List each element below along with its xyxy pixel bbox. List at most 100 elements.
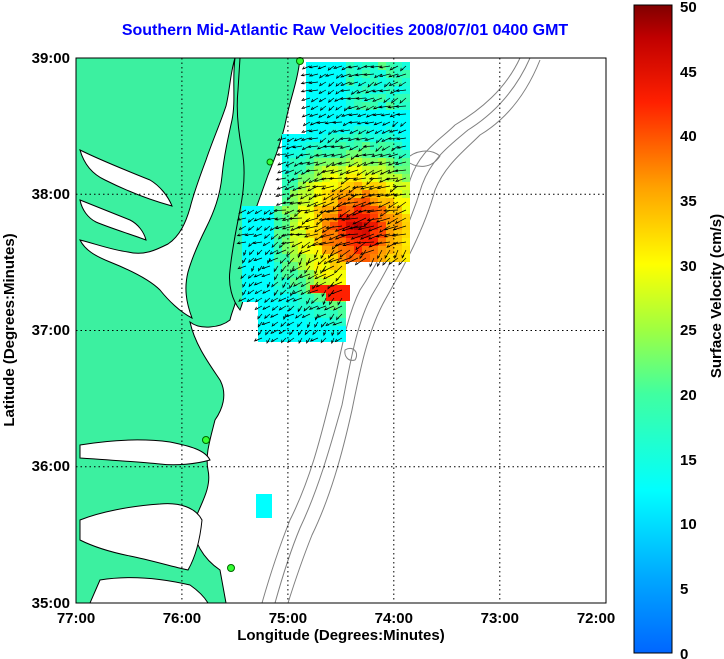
velocity-arrow xyxy=(323,305,335,311)
velocity-arrow xyxy=(366,217,383,222)
velocity-arrow xyxy=(307,273,319,280)
velocity-arrow xyxy=(275,201,287,206)
velocity-arrow xyxy=(347,105,359,110)
velocity-arrow xyxy=(330,337,335,345)
velocity-arrow xyxy=(337,193,351,200)
colorbar-tick-label: 5 xyxy=(680,581,688,598)
velocity-arrow xyxy=(366,209,383,213)
velocity-arrow xyxy=(308,81,319,85)
velocity-arrow xyxy=(269,249,279,255)
velocity-arrow xyxy=(270,297,279,303)
velocity-arrow xyxy=(365,113,375,118)
velocity-arrow xyxy=(384,249,391,259)
velocity-arrow xyxy=(305,169,319,173)
velocity-arrow xyxy=(342,201,359,205)
velocity-arrow xyxy=(343,105,351,112)
velocity-arrow xyxy=(281,273,287,281)
velocity-arrow xyxy=(271,281,279,288)
velocity-arrow xyxy=(242,289,247,296)
velocity-arrow xyxy=(300,89,311,93)
velocity-arrow xyxy=(329,313,335,321)
velocity-arrow xyxy=(295,233,311,237)
velocity-arrow xyxy=(317,65,327,70)
velocity-arrow xyxy=(394,217,407,225)
velocity-arrow xyxy=(395,104,407,108)
velocity-arrow xyxy=(333,65,343,69)
velocity-arrow xyxy=(397,129,407,134)
velocity-arrow xyxy=(378,105,391,109)
velocity-arrow xyxy=(290,289,295,297)
velocity-arrow xyxy=(395,177,407,182)
velocity-arrow xyxy=(277,137,287,141)
hf-radar-stations xyxy=(202,57,304,572)
velocity-arrow xyxy=(300,73,311,77)
velocity-arrow xyxy=(306,161,319,165)
velocity-arrow xyxy=(307,257,319,264)
velocity-arrow xyxy=(266,337,271,344)
y-tick-label: 37:00 xyxy=(32,322,70,339)
velocity-arrow xyxy=(325,217,343,221)
velocity-arrow xyxy=(291,241,303,248)
velocity-arrow xyxy=(394,209,407,216)
velocity-arrow xyxy=(308,305,319,310)
velocity-arrow xyxy=(248,241,255,248)
velocity-arrow xyxy=(382,121,391,126)
velocity-arrow xyxy=(307,289,319,294)
velocity-arrow xyxy=(398,81,407,87)
chesapeake-bay xyxy=(79,58,236,320)
colorbar-tick-label: 50 xyxy=(680,0,697,16)
velocity-arrow xyxy=(314,321,319,328)
velocity-arrow xyxy=(293,281,303,287)
velocity-arrow xyxy=(277,169,287,174)
velocity-vectors xyxy=(236,64,407,345)
velocity-arrow xyxy=(318,89,327,95)
velocity-arrow xyxy=(379,169,391,175)
velocity-arrow xyxy=(274,273,279,281)
velocity-arrow xyxy=(340,129,351,133)
velocity-cell xyxy=(326,293,334,301)
velocity-arrow xyxy=(386,241,399,248)
velocity-arrow xyxy=(247,289,255,295)
velocity-arrow xyxy=(297,305,303,313)
velocity-arrow xyxy=(375,217,391,223)
velocity-arrow xyxy=(320,249,327,260)
velocity-arrow xyxy=(356,241,375,245)
velocity-arrow xyxy=(292,265,303,272)
x-tick-label: 76:00 xyxy=(163,610,201,627)
velocity-arrow xyxy=(276,145,287,149)
velocity-arrow xyxy=(327,89,335,95)
velocity-arrow xyxy=(339,145,351,149)
velocity-arrow xyxy=(278,233,287,240)
velocity-arrow xyxy=(340,81,351,87)
velocity-arrow xyxy=(316,209,327,218)
velocity-arrow xyxy=(394,169,407,173)
velocity-arrow xyxy=(354,257,367,266)
velocity-arrow xyxy=(328,129,335,136)
velocity-arrow xyxy=(364,169,375,176)
velocity-arrow xyxy=(350,193,367,197)
velocity-arrow xyxy=(301,105,311,109)
velocity-arrow xyxy=(391,97,399,104)
colorbar-tick-label: 20 xyxy=(680,387,697,404)
velocity-arrow xyxy=(332,321,343,326)
station-marker xyxy=(296,57,304,65)
velocity-arrow xyxy=(348,120,359,124)
velocity-arrow xyxy=(244,233,255,237)
velocity-arrow xyxy=(357,81,367,87)
velocity-arrow xyxy=(359,233,375,240)
velocity-arrow xyxy=(329,249,343,257)
velocity-arrow xyxy=(368,177,383,181)
velocity-arrow xyxy=(368,225,383,232)
velocity-arrow xyxy=(355,96,367,100)
velocity-arrow xyxy=(311,297,319,305)
velocity-arrow xyxy=(308,73,319,77)
velocity-arrow xyxy=(330,289,343,295)
velocity-arrow xyxy=(289,281,295,289)
velocity-arrow xyxy=(242,257,247,264)
velocity-arrow xyxy=(352,217,367,225)
velocity-arrow xyxy=(296,209,311,213)
x-tick-label: 77:00 xyxy=(57,610,95,627)
map-frame xyxy=(75,57,607,604)
velocity-arrow xyxy=(298,249,311,255)
x-axis-label: Longitude (Degrees:Minutes) xyxy=(237,627,445,644)
